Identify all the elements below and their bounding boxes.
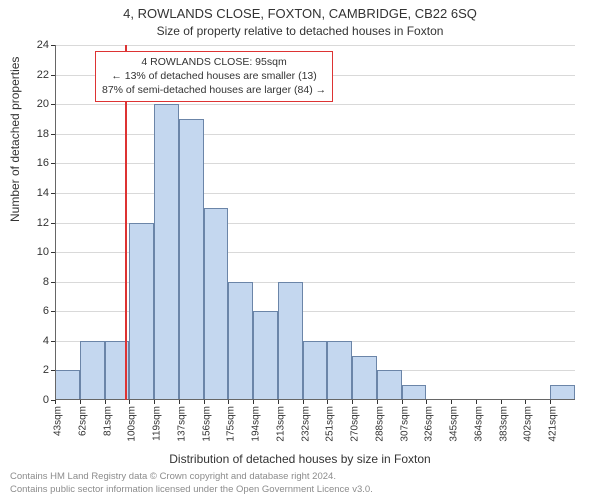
footer-line1: Contains HM Land Registry data © Crown c…: [10, 471, 373, 483]
y-tick-label: 16: [24, 157, 49, 169]
x-tick-mark: [476, 400, 477, 404]
x-tick-mark: [550, 400, 551, 404]
x-tick-mark: [204, 400, 205, 404]
y-tick-mark: [51, 370, 55, 371]
x-tick-mark: [154, 400, 155, 404]
x-tick-label: 251sqm: [325, 406, 336, 442]
x-tick-mark: [451, 400, 452, 404]
footer-line2: Contains public sector information licen…: [10, 484, 373, 496]
y-tick-label: 12: [24, 217, 49, 229]
annotation-line3: 87% of semi-detached houses are larger (…: [102, 83, 326, 97]
x-tick-label: 194sqm: [251, 406, 262, 442]
y-tick-mark: [51, 163, 55, 164]
x-tick-mark: [253, 400, 254, 404]
x-tick-label: 326sqm: [424, 406, 435, 442]
y-tick-mark: [51, 252, 55, 253]
y-tick-label: 2: [24, 364, 49, 376]
histogram-bar: [377, 370, 402, 400]
y-tick-label: 8: [24, 276, 49, 288]
x-tick-mark: [327, 400, 328, 404]
x-tick-mark: [501, 400, 502, 404]
histogram-bar: [129, 223, 154, 401]
x-tick-label: 175sqm: [226, 406, 237, 442]
x-tick-mark: [278, 400, 279, 404]
x-tick-mark: [55, 400, 56, 404]
x-tick-label: 119sqm: [152, 406, 163, 441]
x-tick-label: 137sqm: [176, 406, 187, 442]
x-tick-mark: [179, 400, 180, 404]
x-tick-label: 62sqm: [77, 406, 88, 436]
y-tick-label: 20: [24, 98, 49, 110]
x-tick-mark: [80, 400, 81, 404]
x-tick-mark: [426, 400, 427, 404]
y-tick-label: 0: [24, 394, 49, 406]
y-axis-line: [55, 45, 56, 400]
x-tick-label: 43sqm: [53, 406, 64, 436]
histogram-bar: [154, 104, 179, 400]
y-tick-mark: [51, 311, 55, 312]
x-tick-mark: [525, 400, 526, 404]
x-tick-mark: [129, 400, 130, 404]
x-tick-mark: [377, 400, 378, 404]
x-tick-label: 232sqm: [300, 406, 311, 442]
annotation-line2: ← 13% of detached houses are smaller (13…: [102, 69, 326, 83]
footer-attribution: Contains HM Land Registry data © Crown c…: [10, 471, 373, 496]
y-tick-mark: [51, 45, 55, 46]
histogram-bar: [179, 119, 204, 400]
x-tick-label: 421sqm: [548, 406, 559, 442]
y-tick-mark: [51, 400, 55, 401]
y-tick-mark: [51, 223, 55, 224]
x-tick-label: 383sqm: [498, 406, 509, 442]
y-tick-label: 24: [24, 39, 49, 51]
x-tick-mark: [303, 400, 304, 404]
chart-title-main: 4, ROWLANDS CLOSE, FOXTON, CAMBRIDGE, CB…: [0, 6, 600, 21]
plot-area: 43sqm62sqm81sqm100sqm119sqm137sqm156sqm1…: [55, 45, 575, 400]
y-tick-label: 10: [24, 246, 49, 258]
histogram-bar: [228, 282, 253, 400]
x-tick-label: 213sqm: [275, 406, 286, 442]
histogram-bar: [352, 356, 377, 400]
annotation-line1: 4 ROWLANDS CLOSE: 95sqm: [102, 55, 326, 69]
y-axis-label: Number of detached properties: [8, 57, 22, 222]
x-tick-mark: [228, 400, 229, 404]
y-tick-mark: [51, 134, 55, 135]
y-tick-mark: [51, 282, 55, 283]
annotation-box: 4 ROWLANDS CLOSE: 95sqm ← 13% of detache…: [95, 51, 333, 102]
histogram-bar: [253, 311, 278, 400]
chart-container: 4, ROWLANDS CLOSE, FOXTON, CAMBRIDGE, CB…: [0, 0, 600, 500]
y-tick-mark: [51, 75, 55, 76]
histogram-bar: [204, 208, 229, 400]
x-axis-line: [55, 399, 575, 400]
x-tick-label: 402sqm: [523, 406, 534, 442]
histogram-bar: [55, 370, 80, 400]
histogram-bar: [278, 282, 303, 400]
y-tick-mark: [51, 104, 55, 105]
x-tick-label: 156sqm: [201, 406, 212, 442]
histogram-bar: [402, 385, 427, 400]
histogram-bar: [327, 341, 352, 400]
x-tick-label: 100sqm: [127, 406, 138, 442]
y-tick-label: 22: [24, 69, 49, 81]
histogram-bar: [80, 341, 105, 400]
histogram-bar: [303, 341, 328, 400]
x-tick-label: 307sqm: [399, 406, 410, 442]
x-axis-label: Distribution of detached houses by size …: [0, 452, 600, 466]
x-tick-label: 288sqm: [374, 406, 385, 442]
y-tick-mark: [51, 193, 55, 194]
x-tick-label: 270sqm: [350, 406, 361, 442]
x-tick-label: 81sqm: [102, 406, 113, 436]
histogram-bar: [550, 385, 575, 400]
y-tick-mark: [51, 341, 55, 342]
y-tick-label: 6: [24, 305, 49, 317]
x-tick-mark: [352, 400, 353, 404]
x-tick-mark: [402, 400, 403, 404]
chart-title-sub: Size of property relative to detached ho…: [0, 24, 600, 38]
x-tick-label: 364sqm: [473, 406, 484, 442]
y-tick-label: 14: [24, 187, 49, 199]
x-tick-mark: [105, 400, 106, 404]
y-tick-label: 18: [24, 128, 49, 140]
y-tick-label: 4: [24, 335, 49, 347]
x-tick-label: 345sqm: [449, 406, 460, 442]
